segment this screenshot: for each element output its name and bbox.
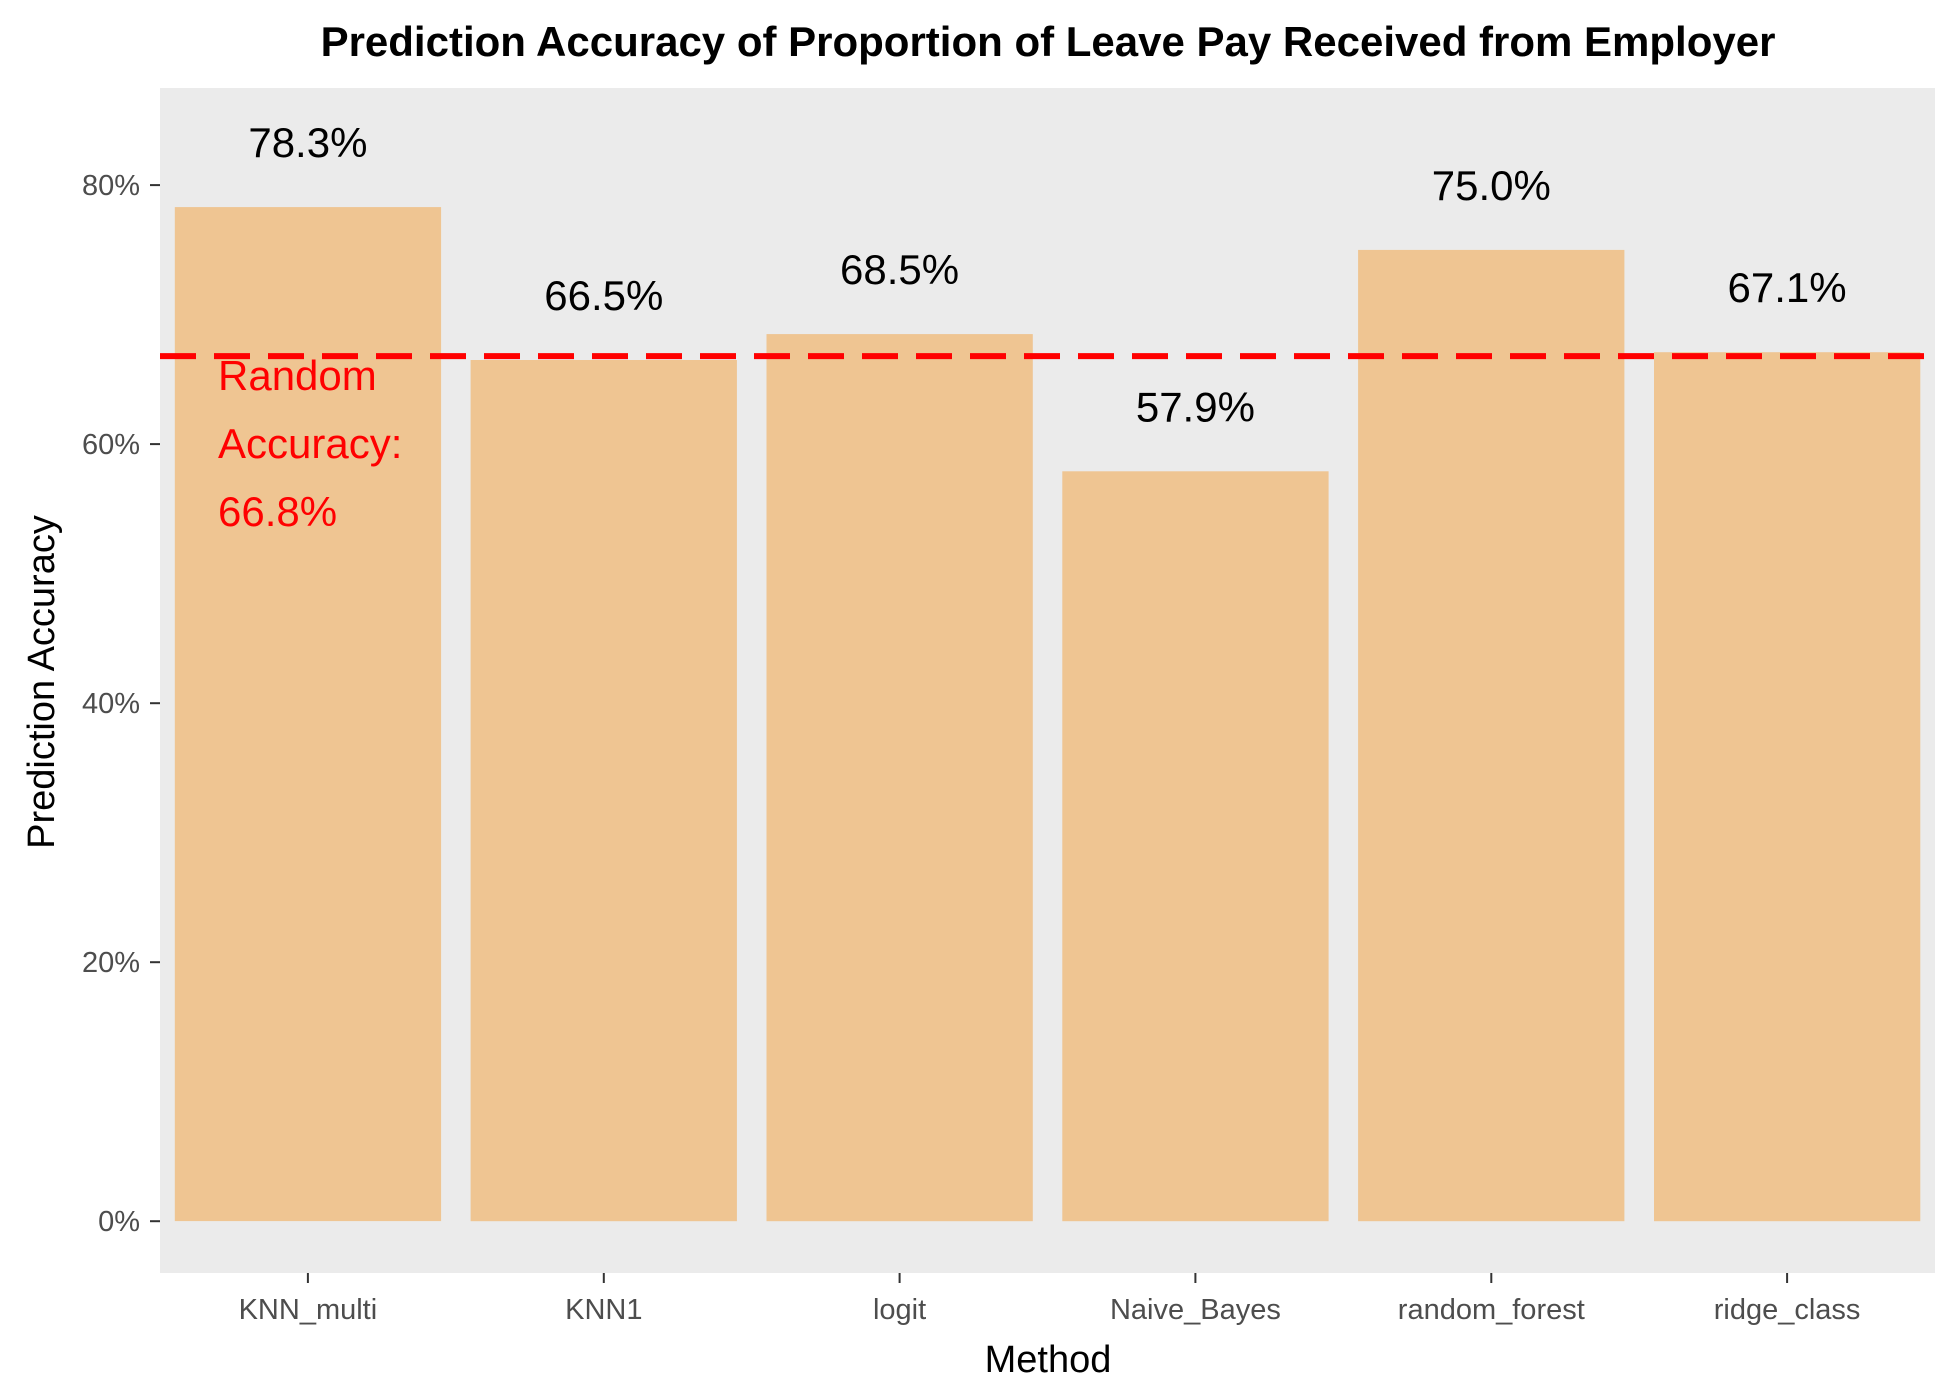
chart-title: Prediction Accuracy of Proportion of Lea… xyxy=(321,18,1776,65)
data-labels-group: 78.3% 66.5% 68.5% 57.9% 75.0% 67.1% xyxy=(248,119,1846,430)
x-axis: KNN_multi KNN1 logit Naive_Bayes random_fore… xyxy=(239,1273,1861,1326)
bars-group xyxy=(174,207,1921,1222)
reference-line-label-line: 66.8% xyxy=(218,488,337,535)
bar-ridge_class xyxy=(1654,352,1921,1222)
data-label-logit: 68.5% xyxy=(840,246,959,293)
y-axis-title: Prediction Accuracy xyxy=(21,515,63,849)
y-axis: 0% 20% 40% 60% 80% xyxy=(82,170,160,1238)
x-tick-label-logit: logit xyxy=(873,1294,926,1326)
reference-line-group: Random Accuracy: 66.8% xyxy=(160,352,1935,535)
bar-KNN1 xyxy=(470,360,737,1222)
bar-logit xyxy=(766,334,1033,1222)
y-tick-label-60: 60% xyxy=(82,429,140,461)
data-label-random_forest: 75.0% xyxy=(1432,162,1551,209)
bar-Naive_Bayes xyxy=(1062,471,1329,1222)
x-tick-label-Naive_Bayes: Naive_Bayes xyxy=(1110,1294,1281,1326)
bar-KNN_multi xyxy=(174,207,442,1222)
x-tick-label-random_forest: random_forest xyxy=(1398,1294,1585,1326)
x-tick-label-KNN_multi: KNN_multi xyxy=(239,1294,378,1326)
data-label-KNN_multi: 78.3% xyxy=(248,119,367,166)
bar-random_forest xyxy=(1358,249,1625,1222)
x-axis-title: Method xyxy=(985,1339,1112,1381)
reference-line-label-line: Accuracy: xyxy=(218,420,402,467)
reference-line-label: Random Accuracy: 66.8% xyxy=(218,352,402,535)
data-label-ridge_class: 67.1% xyxy=(1728,264,1847,311)
x-tick-label-ridge_class: ridge_class xyxy=(1714,1294,1861,1326)
y-tick-label-80: 80% xyxy=(82,170,140,202)
y-tick-label-40: 40% xyxy=(82,688,140,720)
data-label-KNN1: 66.5% xyxy=(544,272,663,319)
y-tick-label-0: 0% xyxy=(98,1206,140,1238)
reference-line-label-line: Random xyxy=(218,352,377,399)
data-label-Naive_Bayes: 57.9% xyxy=(1136,383,1255,430)
x-tick-label-KNN1: KNN1 xyxy=(565,1294,642,1326)
plot-panel xyxy=(160,88,1935,1273)
y-tick-label-20: 20% xyxy=(82,947,140,979)
